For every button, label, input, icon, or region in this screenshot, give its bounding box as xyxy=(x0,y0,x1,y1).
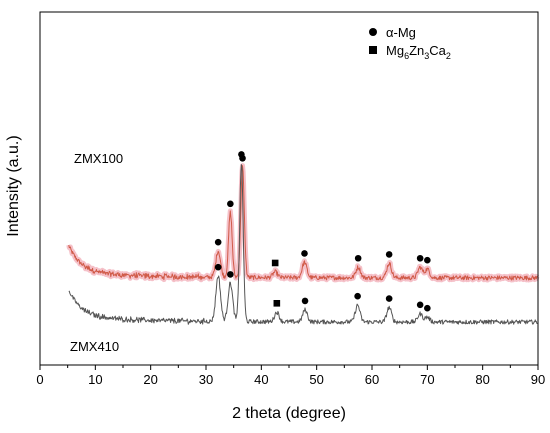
x-tick-label: 80 xyxy=(475,372,489,387)
peak-marker-circle xyxy=(301,250,308,257)
legend-label-alpha-mg: α-Mg xyxy=(386,25,416,40)
peak-marker-circle xyxy=(214,263,222,271)
plot-area xyxy=(66,151,540,325)
peak-marker-square xyxy=(273,299,281,307)
x-tick-label: 90 xyxy=(531,372,545,387)
x-tick-label: 20 xyxy=(143,372,157,387)
peak-marker-circle xyxy=(238,151,245,158)
peak-marker-circle xyxy=(227,200,234,208)
x-tick-label: 0 xyxy=(36,372,43,387)
x-tick-label: 30 xyxy=(199,372,213,387)
peak-marker-square xyxy=(271,259,279,267)
peak-marker-circle xyxy=(424,304,431,312)
x-tick-label: 10 xyxy=(88,372,102,387)
series-band-zmx100 xyxy=(66,163,540,283)
y-axis-title: Intensity (a.u.) xyxy=(5,135,22,236)
x-tick-label: 40 xyxy=(254,372,268,387)
x-tick-label: 70 xyxy=(420,372,434,387)
x-axis-title: 2 theta (degree) xyxy=(232,405,346,422)
peak-marker-circle xyxy=(354,292,361,300)
peak-marker-circle xyxy=(385,295,393,302)
series-line-zmx100 xyxy=(68,165,538,281)
x-tick-label: 60 xyxy=(365,372,379,387)
x-tick-label: 50 xyxy=(309,372,323,387)
peak-marker-circle xyxy=(301,297,309,305)
series-label-zmx410: ZMX410 xyxy=(70,339,119,354)
legend-label-mg6zn3ca2: Mg6Zn3Ca2 xyxy=(386,43,451,61)
peak-marker-circle xyxy=(416,254,424,262)
legend-square-marker xyxy=(369,46,377,54)
axes: 0 10 20 30 40 50 60 70 80 90 xyxy=(36,11,545,387)
legend: α-Mg Mg6Zn3Ca2 xyxy=(369,25,451,61)
plot-frame xyxy=(39,11,539,366)
peak-marker-circle xyxy=(214,238,222,246)
series-label-zmx100: ZMX100 xyxy=(74,151,123,166)
peak-marker-circle xyxy=(227,271,234,278)
series-line-zmx410 xyxy=(68,164,538,325)
peak-marker-circle xyxy=(354,254,362,262)
peak-marker-circle xyxy=(385,251,393,258)
peak-marker-circle xyxy=(416,301,424,309)
legend-circle-marker xyxy=(369,28,377,36)
peak-marker-circle xyxy=(424,256,431,264)
